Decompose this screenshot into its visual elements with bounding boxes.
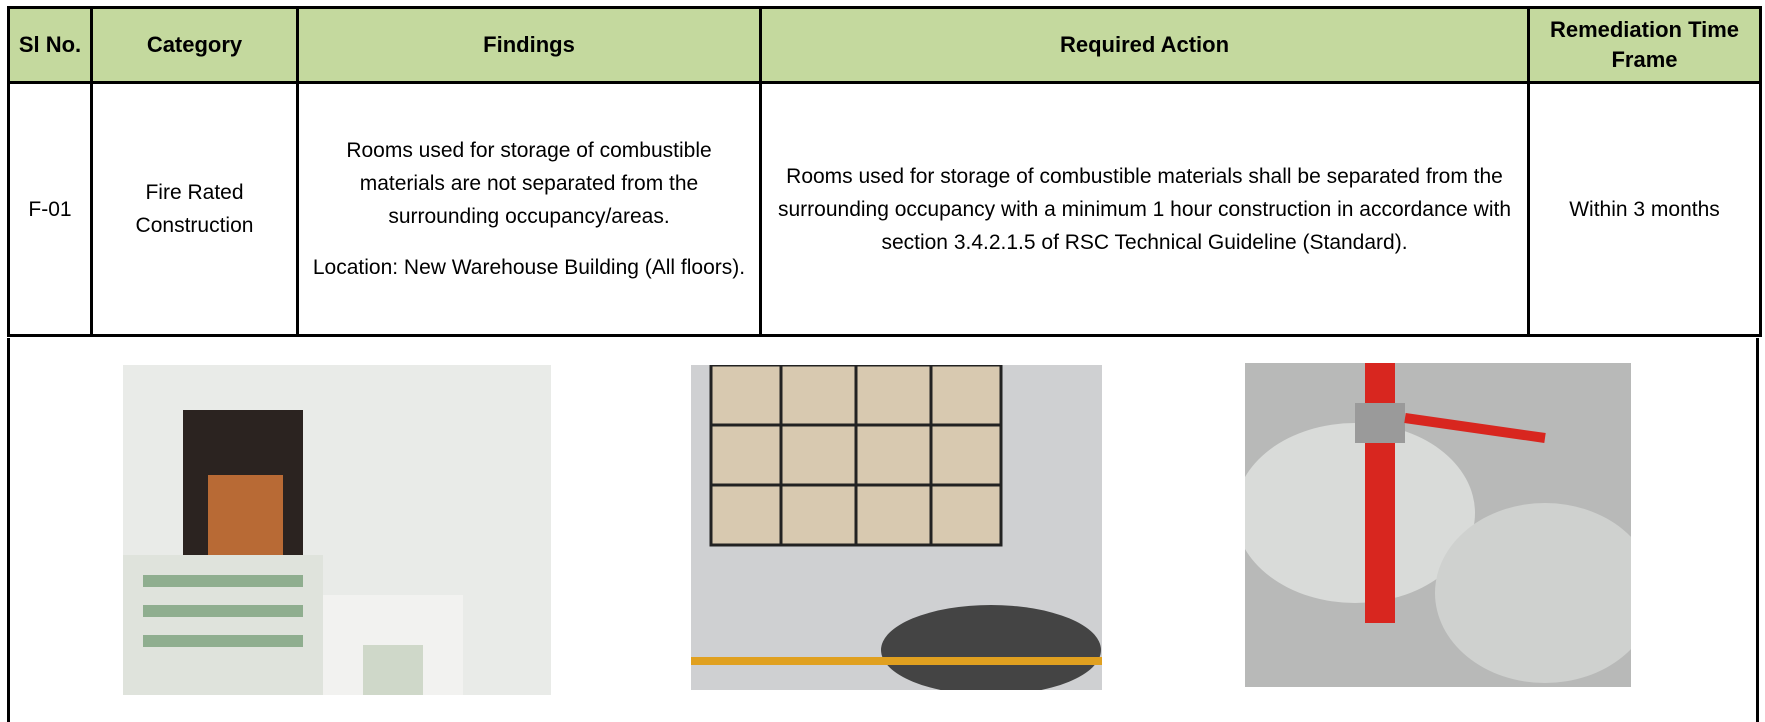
- photo-row: [7, 338, 1759, 722]
- cell: Fire Rated Construction: [90, 81, 299, 337]
- finding-location: Location: New Warehouse Building (All fl…: [312, 256, 746, 279]
- header-row: Sl No. Category Findings Required Action…: [7, 6, 1762, 84]
- header-cell: Required Action: [759, 6, 1530, 84]
- header-cell: Findings: [296, 6, 762, 84]
- photo-pipe: [1245, 363, 1631, 687]
- findings-table: Sl No. Category Findings Required Action…: [7, 6, 1762, 337]
- cell: Within 3 months: [1527, 81, 1762, 337]
- finding-text: Rooms used for storage of combustible ma…: [346, 139, 712, 228]
- header-cell: Remediation Time Frame: [1527, 6, 1762, 84]
- cell: Rooms used for storage of combustible ma…: [759, 81, 1530, 337]
- photo-stairs: [123, 365, 551, 695]
- header-cell: Sl No.: [7, 6, 93, 84]
- cell: F-01: [7, 81, 93, 337]
- data-row: F-01 Fire Rated Construction Rooms used …: [7, 81, 1762, 337]
- cell: Rooms used for storage of combustible ma…: [296, 81, 762, 337]
- header-cell: Category: [90, 6, 299, 84]
- photo-window: [691, 365, 1102, 690]
